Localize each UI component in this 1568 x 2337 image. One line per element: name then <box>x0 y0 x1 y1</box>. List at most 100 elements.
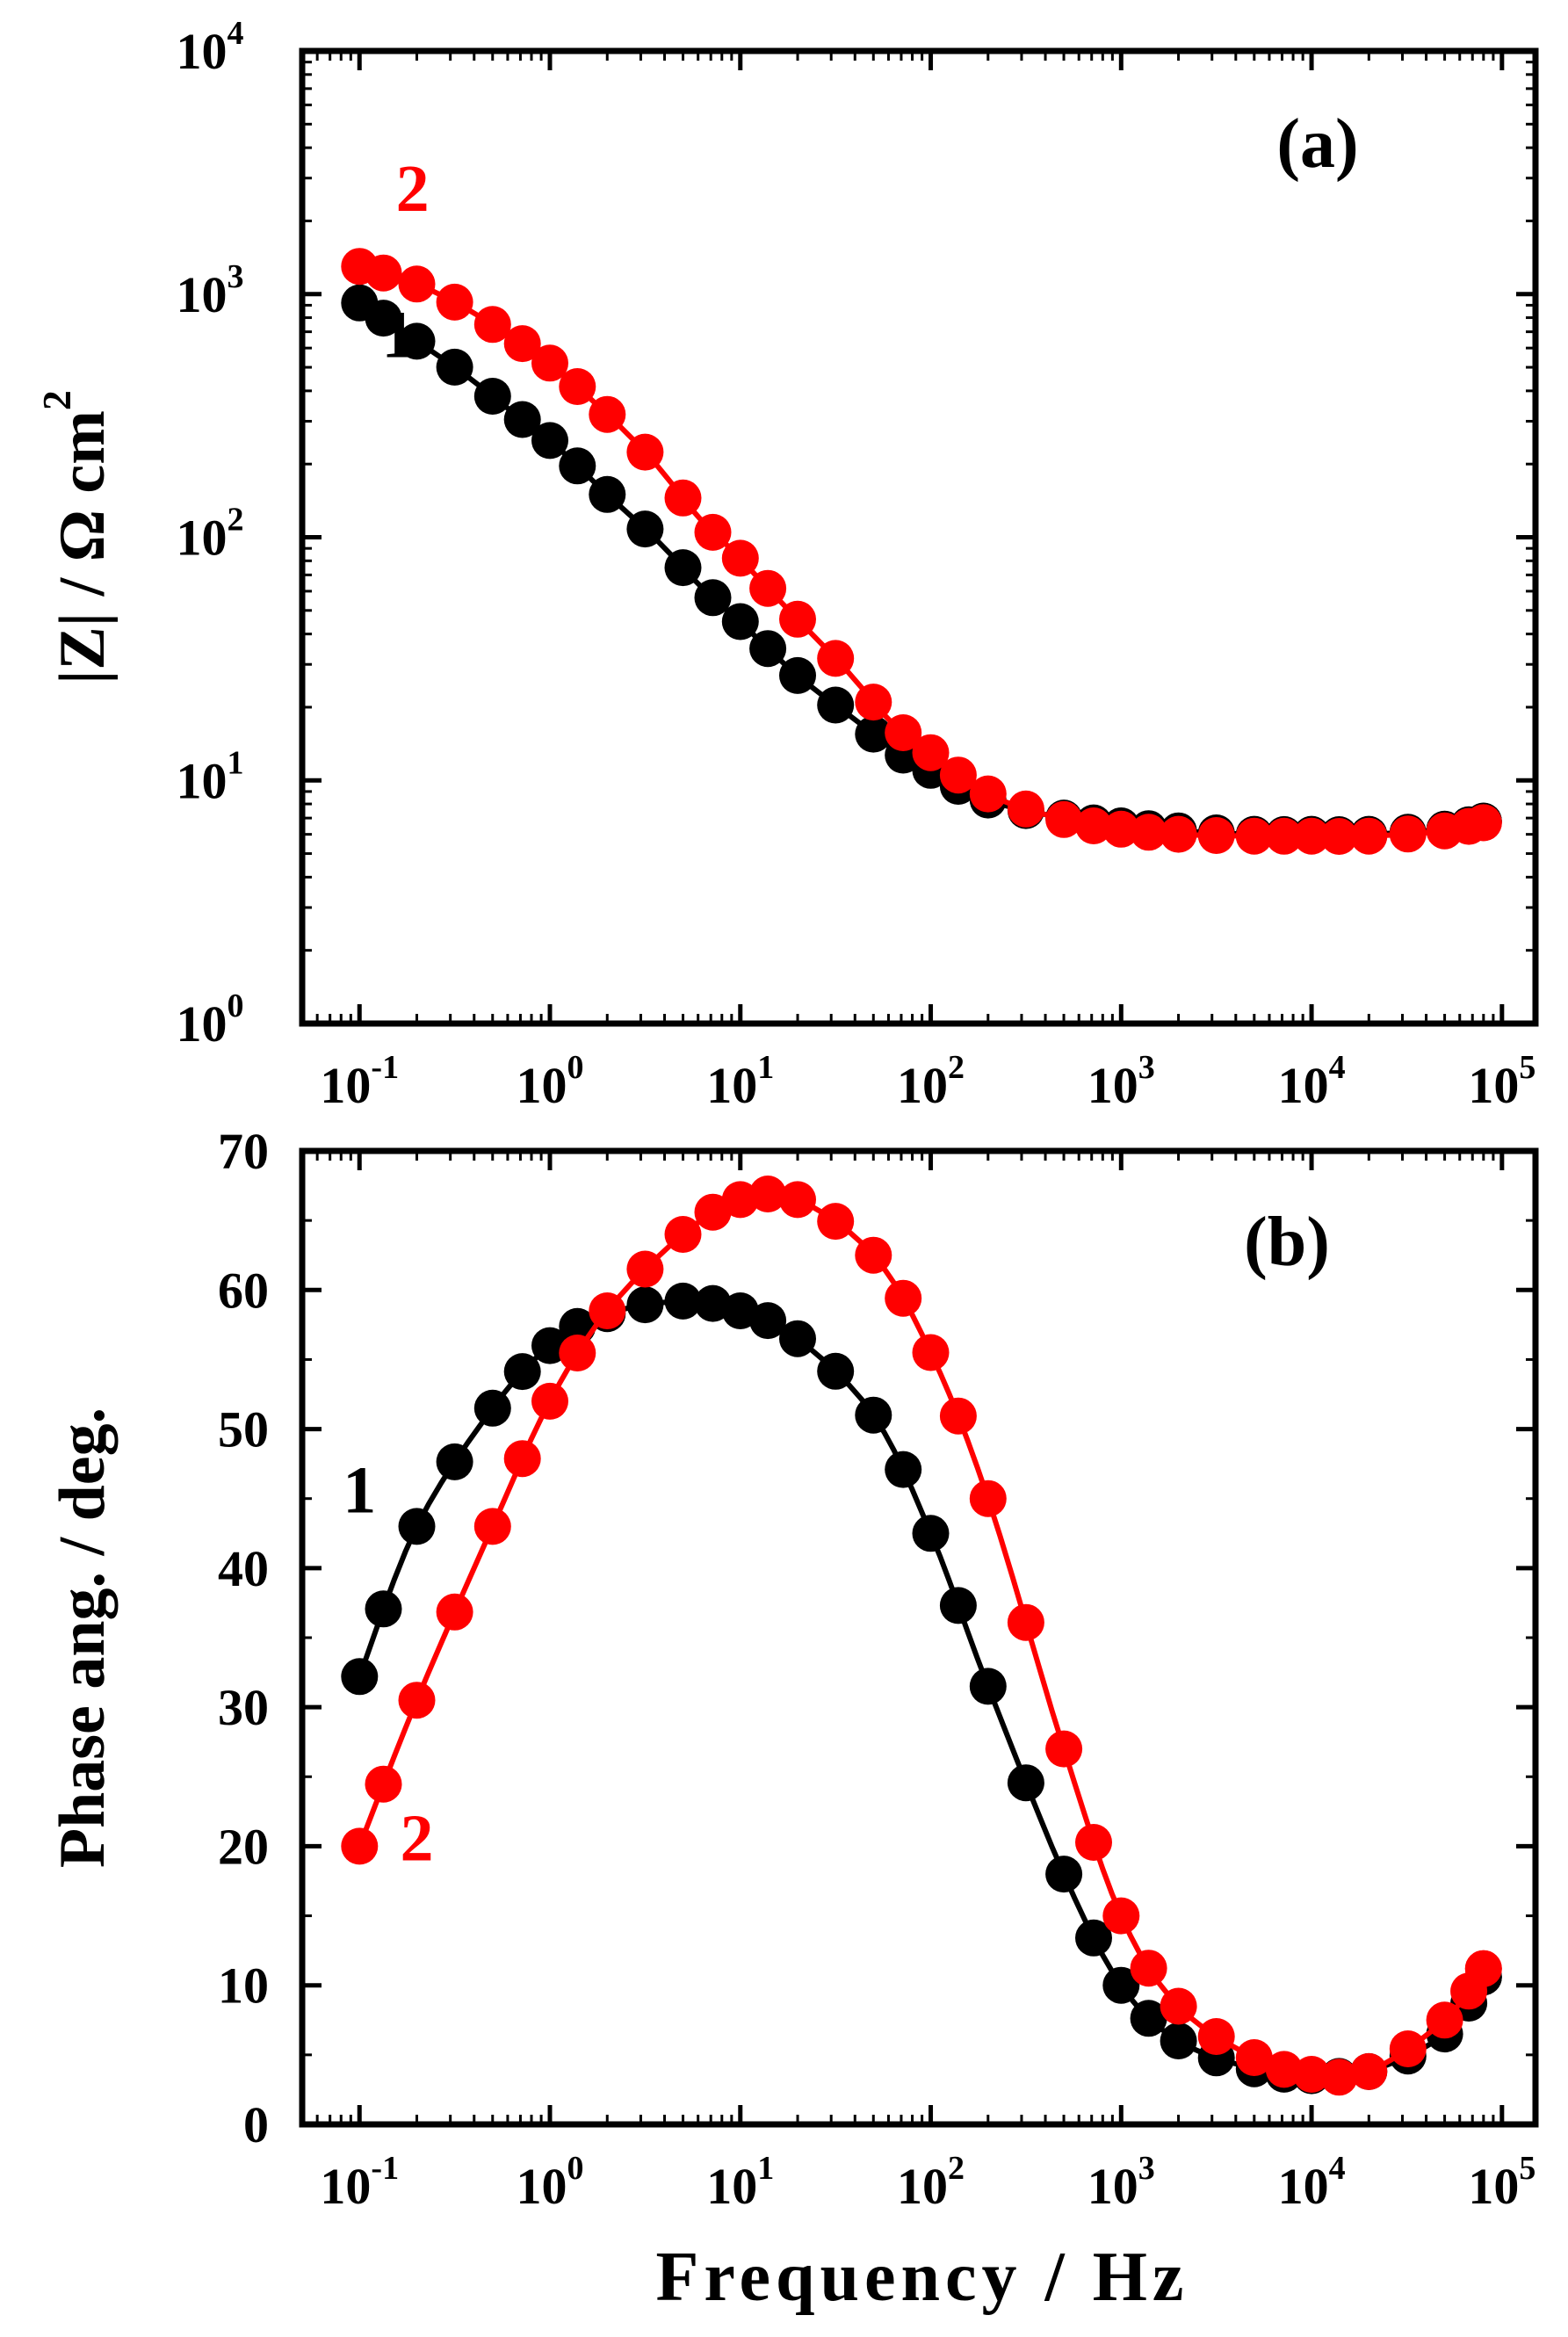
series-2-marker <box>1197 2018 1235 2055</box>
series-2-marker <box>341 1827 379 1865</box>
series-2-marker <box>503 1440 541 1478</box>
series-2-marker <box>1464 1950 1502 1987</box>
series-2-marker <box>1160 1987 1197 2025</box>
plot-frame <box>299 47 1539 1027</box>
series-2-marker <box>912 734 950 771</box>
x-tick-label: 103 <box>1087 2150 1155 2215</box>
x-tick-label: 101 <box>706 1049 774 1114</box>
series-2-marker <box>721 539 759 577</box>
series-2-marker <box>1130 814 1167 851</box>
series-2-marker <box>365 254 402 292</box>
series-1-marker <box>779 1320 816 1357</box>
series-2-marker <box>721 1181 759 1219</box>
series-1-marker <box>503 401 541 438</box>
series-1-marker <box>1075 1919 1112 1957</box>
series-1-marker <box>1160 2022 1197 2059</box>
series-2-marker <box>694 1193 732 1231</box>
y-tick-label: 10 <box>218 1957 269 2015</box>
series-2-marker <box>1464 804 1502 842</box>
series-2-marker <box>664 1216 702 1253</box>
y-tick-label: 20 <box>218 1818 269 1875</box>
series-2-marker <box>1102 810 1140 848</box>
series-2-marker <box>1075 807 1112 844</box>
series-2-marker <box>1320 818 1358 855</box>
series-2-marker <box>855 1236 892 1274</box>
y-tick-label: 40 <box>218 1540 269 1597</box>
x-tick-label: 10-1 <box>320 2150 399 2215</box>
y-tick-label: 0 <box>243 2096 269 2153</box>
series-2-marker <box>749 1176 787 1212</box>
series-2-marker <box>694 513 732 551</box>
series-1-marker <box>473 378 511 415</box>
series-1-marker <box>939 1587 977 1624</box>
series-1-marker <box>436 1443 473 1480</box>
x-tick-label: 100 <box>517 2150 584 2215</box>
series-2-group <box>341 248 1502 855</box>
series-1-marker <box>559 447 596 485</box>
series-2-marker <box>473 1508 511 1545</box>
series-2-marker <box>559 1335 596 1371</box>
panel-a-bode-magnitude: 10-1 100 101 102 103 104 105 100 101 102 103 104 |Z|… <box>34 15 1539 1114</box>
series-2-label: 2 <box>401 1801 434 1875</box>
series-2-marker <box>1389 815 1427 853</box>
series-1-marker <box>365 300 402 337</box>
series-2-marker <box>885 1279 922 1317</box>
series-2-marker <box>531 344 568 382</box>
series-2-marker <box>1293 2056 1331 2093</box>
series-2-marker <box>817 640 855 677</box>
x-tick-label: 104 <box>1278 2150 1346 2215</box>
series-2-marker <box>436 283 473 321</box>
series-2-marker <box>1045 800 1083 838</box>
series-2-marker <box>912 1334 950 1371</box>
series-2-marker <box>969 1480 1007 1517</box>
series-2-marker <box>1235 2039 1273 2076</box>
x-tick-label: 104 <box>1278 1049 1346 1114</box>
series-1-label: 1 <box>343 1454 376 1528</box>
series-2-marker <box>817 1203 855 1241</box>
series-2-marker <box>1197 817 1235 854</box>
series-1-marker <box>626 1286 664 1324</box>
series-2-marker <box>589 395 626 433</box>
series-1-marker <box>473 1389 511 1427</box>
series-1-marker <box>531 422 568 459</box>
series-2-marker <box>436 1593 473 1631</box>
series-2-marker <box>559 368 596 405</box>
series-1-marker <box>589 475 626 513</box>
series-1-marker <box>855 715 892 753</box>
series-1-marker <box>398 1508 436 1545</box>
y-axis-title: |Z| / Ω cm2 <box>34 390 119 684</box>
series-2-marker <box>398 1682 436 1719</box>
panel-label: (a) <box>1276 105 1358 183</box>
series-1-marker <box>664 549 702 587</box>
series-2-marker <box>1160 815 1197 853</box>
series-2-marker <box>398 265 436 303</box>
series-1-marker <box>885 1451 922 1488</box>
series-2-marker <box>1235 817 1273 855</box>
series-1-marker <box>503 1353 541 1391</box>
series-2-marker <box>531 1382 568 1420</box>
series-1-marker <box>817 1352 855 1390</box>
series-1-marker <box>749 630 787 668</box>
y-tick-label: 70 <box>218 1123 269 1180</box>
series-1-marker <box>626 510 664 548</box>
series-1-marker <box>436 348 473 386</box>
series-1-marker <box>341 1658 379 1696</box>
series-2-marker <box>749 569 787 607</box>
series-1-marker <box>398 322 436 360</box>
panel-b-bode-phase: 10-1 100 101 102 103 104 105 0 10 20 30 40 50 60 70 Pha… <box>47 1123 1539 2215</box>
series-2-marker <box>1007 790 1044 828</box>
series-2-marker <box>1265 817 1303 855</box>
series-1-marker <box>664 1282 702 1320</box>
series-2-marker <box>1350 2052 1388 2090</box>
series-2-marker <box>1293 817 1331 855</box>
series-2-label: 2 <box>396 152 430 226</box>
series-1-marker <box>1102 1966 1140 2004</box>
series-2-group <box>341 1176 1502 2096</box>
series-1-marker <box>779 656 816 694</box>
series-2-marker <box>855 684 892 721</box>
series-1-marker <box>749 1302 787 1340</box>
series-2-marker <box>626 1250 664 1288</box>
y-axis-title: Phase ang. / deg. <box>47 1407 119 1868</box>
series-2-marker <box>1320 2058 1358 2096</box>
